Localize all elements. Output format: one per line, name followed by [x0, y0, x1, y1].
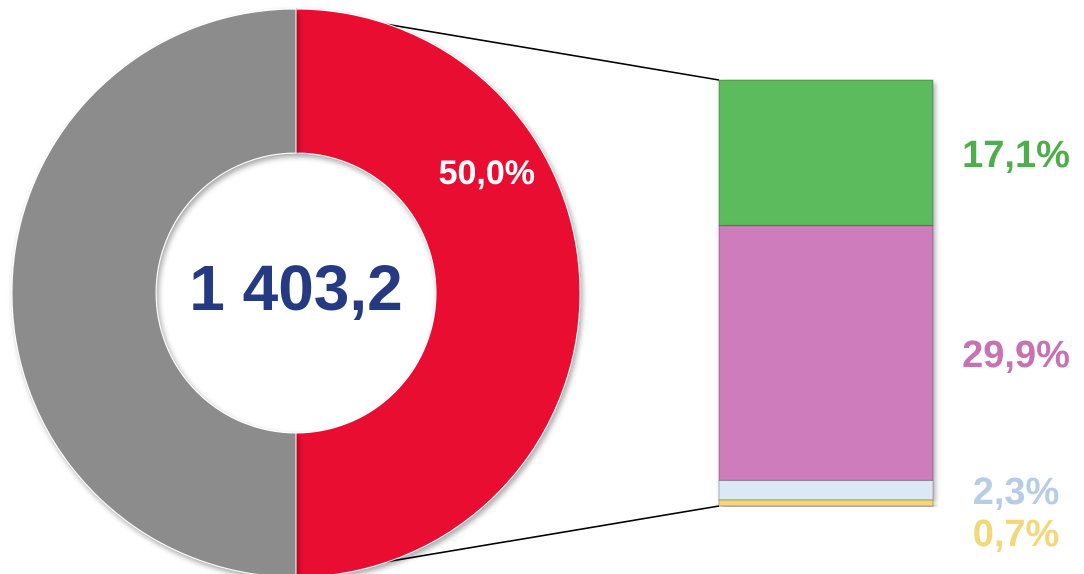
- bar-segment-label-0: 17,1%: [962, 134, 1070, 176]
- center-total-value: 1 403,2: [189, 252, 403, 324]
- bar-segment-label-3: 0,7%: [973, 513, 1060, 555]
- bar-segment-3: [718, 499, 934, 507]
- breakdown-labels: 17,1% 29,9% 2,3%0,7%: [962, 134, 1070, 555]
- bar-segment-0: [718, 79, 934, 227]
- bar-segment-label-2: 2,3%: [973, 471, 1060, 513]
- doughnut-slice-0: [295, 8, 581, 574]
- doughnut-slice-1: [11, 8, 297, 574]
- breakdown-bar: [718, 79, 934, 507]
- bar-segment-label-1: 29,9%: [962, 334, 1070, 376]
- bar-segment-2: [718, 479, 934, 501]
- doughnut-slice-label-0: 50,0%: [439, 154, 535, 192]
- bar-segment-1: [718, 225, 934, 481]
- doughnut: 50,0%: [11, 8, 581, 574]
